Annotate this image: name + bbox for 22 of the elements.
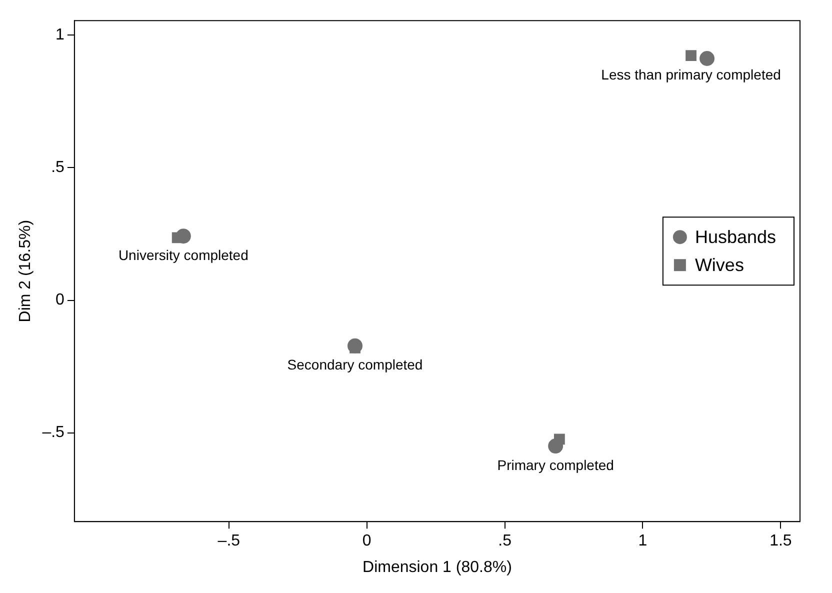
y-tick-label: –.5 xyxy=(42,424,65,442)
annotation: Less than primary completed xyxy=(601,66,781,82)
point xyxy=(348,338,363,354)
x-tick-label: 1.5 xyxy=(770,532,792,550)
annotation: Primary completed xyxy=(497,456,614,473)
x-tick-label: .5 xyxy=(498,532,512,550)
legend-label: Husbands xyxy=(694,227,776,248)
x-tick-label: 1 xyxy=(638,532,648,550)
y-axis-title: Dim 2 (16.5%) xyxy=(17,220,34,322)
y-tick-label: 0 xyxy=(56,292,65,309)
x-axis-title: Dimension 1 (80.8%) xyxy=(362,558,512,576)
point xyxy=(686,50,696,62)
x-tick-label: 0 xyxy=(362,532,372,550)
y-tick-label: .5 xyxy=(51,159,65,176)
point xyxy=(700,51,715,66)
point xyxy=(176,228,191,244)
y-tick-label: 1 xyxy=(56,26,65,44)
point xyxy=(548,438,564,454)
x-tick-label: –.5 xyxy=(218,532,240,550)
legend-label: Wives xyxy=(694,255,744,276)
annotation: Secondary completed xyxy=(287,356,423,373)
annotation: University completed xyxy=(118,246,248,263)
